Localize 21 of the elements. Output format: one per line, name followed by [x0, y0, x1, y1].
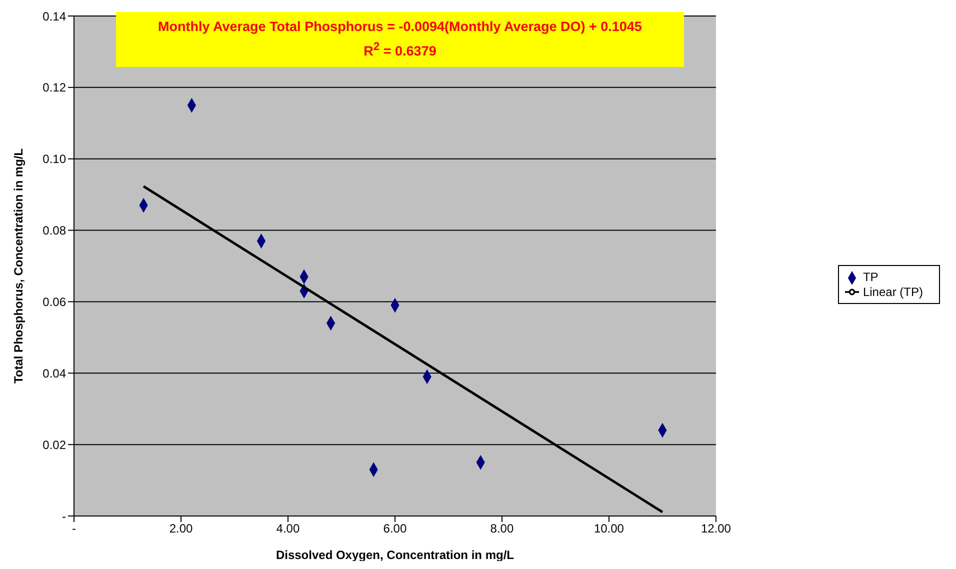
y-tick-label: 0.08: [42, 224, 66, 238]
x-tick-label: -: [72, 522, 76, 536]
x-tick-label: 4.00: [276, 522, 300, 536]
text-box: Monthly Average Total Phosphorus = -0.0094(Monthly Average DO) + 0.1045 R$^{2}$ = 0.6379: [116, 12, 684, 66]
y-tick-label: 0.02: [42, 438, 66, 452]
x-tick-label: 2.00: [169, 522, 193, 536]
annotation: R$^{2}$ = 0.6379: [362, 40, 438, 60]
y-tick-label: 0.06: [42, 294, 66, 309]
y-tick-label: 0.14: [42, 9, 66, 24]
x-tick-label: 8.00: [490, 522, 514, 536]
legend-label: Linear (TP): [862, 284, 923, 298]
x-tick-label: 10.00: [594, 522, 624, 536]
y-tick-label: 0.10: [42, 152, 66, 166]
y-tick-label: -: [62, 509, 66, 524]
annotation: Monthly Average Total Phosphorus = -0.0094(Monthly Average DO) + 0.1045: [157, 18, 643, 36]
y-tick-label: 0.04: [42, 366, 66, 380]
y-axis-title: Total Phosphorus, Concentration in mg/L: [11, 148, 26, 384]
legend-label: TP: [862, 270, 878, 284]
y-tick-label: 0.12: [42, 80, 66, 95]
x-tick-label: 12.00: [700, 522, 732, 536]
x-tick-label: 6.00: [383, 522, 407, 536]
